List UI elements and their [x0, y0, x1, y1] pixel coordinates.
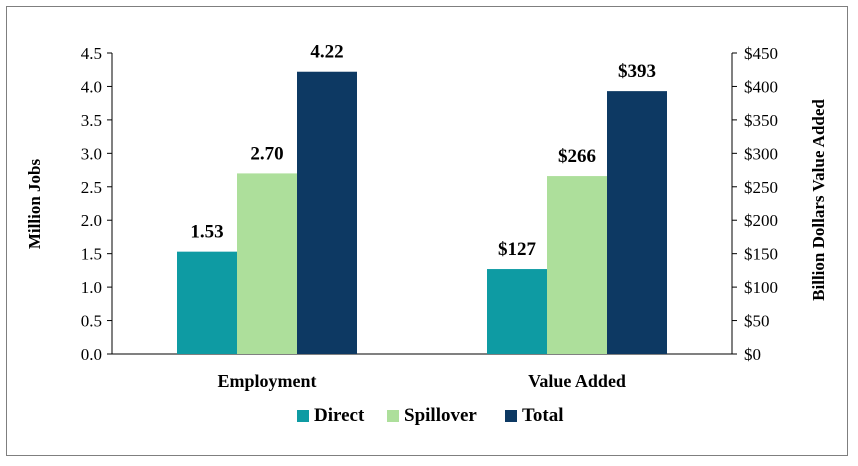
left-y-ticks: 0.0 0.5 1.0 1.5 2.0 2.5 3.0 3.5 4.0 4.5: [81, 44, 112, 364]
data-label: 2.70: [250, 143, 283, 164]
left-tick-label: 4.0: [81, 77, 102, 96]
legend-swatch-spillover: [387, 410, 399, 422]
category-label: Value Added: [528, 371, 626, 391]
bar-direct: [487, 269, 547, 354]
left-tick-label: 2.5: [81, 178, 102, 197]
left-y-axis-title: Million Jobs: [25, 159, 44, 250]
right-y-ticks: $0 $50 $100 $150 $200 $250 $300 $350 $400 $450: [732, 44, 778, 364]
data-label: $393: [618, 61, 656, 82]
right-tick-label: $250: [744, 178, 778, 197]
data-label: $127: [498, 239, 537, 260]
bar-direct: [177, 251, 237, 354]
bar-total: [607, 91, 667, 355]
right-y-axis-title: Billion Dollars Value Added: [809, 99, 828, 301]
data-label: $266: [558, 146, 596, 167]
right-tick-label: $300: [744, 144, 778, 163]
left-tick-label: 1.0: [81, 278, 102, 297]
left-tick-label: 1.5: [81, 245, 102, 264]
left-tick-label: 0.0: [81, 345, 102, 364]
legend-swatch-direct: [297, 410, 309, 422]
right-tick-label: $450: [744, 44, 778, 63]
data-label: 4.22: [310, 42, 343, 63]
left-tick-label: 4.5: [81, 44, 102, 63]
right-tick-label: $50: [744, 312, 770, 331]
bar-total: [297, 71, 357, 355]
bars: [177, 71, 667, 355]
legend-label-total: Total: [522, 405, 564, 426]
left-tick-label: 3.0: [81, 144, 102, 163]
right-tick-label: $350: [744, 111, 778, 130]
left-tick-label: 3.5: [81, 111, 102, 130]
chart-frame: [6, 6, 848, 456]
data-label: 1.53: [190, 222, 223, 243]
legend-label-direct: Direct: [314, 405, 365, 426]
left-tick-label: 0.5: [81, 312, 102, 331]
category-labels: Employment Value Added: [218, 371, 626, 391]
legend: Direct Spillover Total: [297, 405, 564, 426]
right-tick-label: $200: [744, 211, 778, 230]
right-tick-label: $400: [744, 77, 778, 96]
right-tick-label: $0: [744, 345, 761, 364]
category-label: Employment: [218, 371, 317, 391]
bar-spillover: [547, 176, 607, 354]
left-tick-label: 2.0: [81, 211, 102, 230]
legend-swatch-total: [505, 410, 517, 422]
data-labels: 1.53 2.70 4.22 $127 $266 $393: [190, 42, 656, 260]
right-tick-label: $150: [744, 245, 778, 264]
bar-spillover: [237, 173, 297, 354]
legend-label-spillover: Spillover: [404, 405, 477, 426]
right-tick-label: $100: [744, 278, 778, 297]
